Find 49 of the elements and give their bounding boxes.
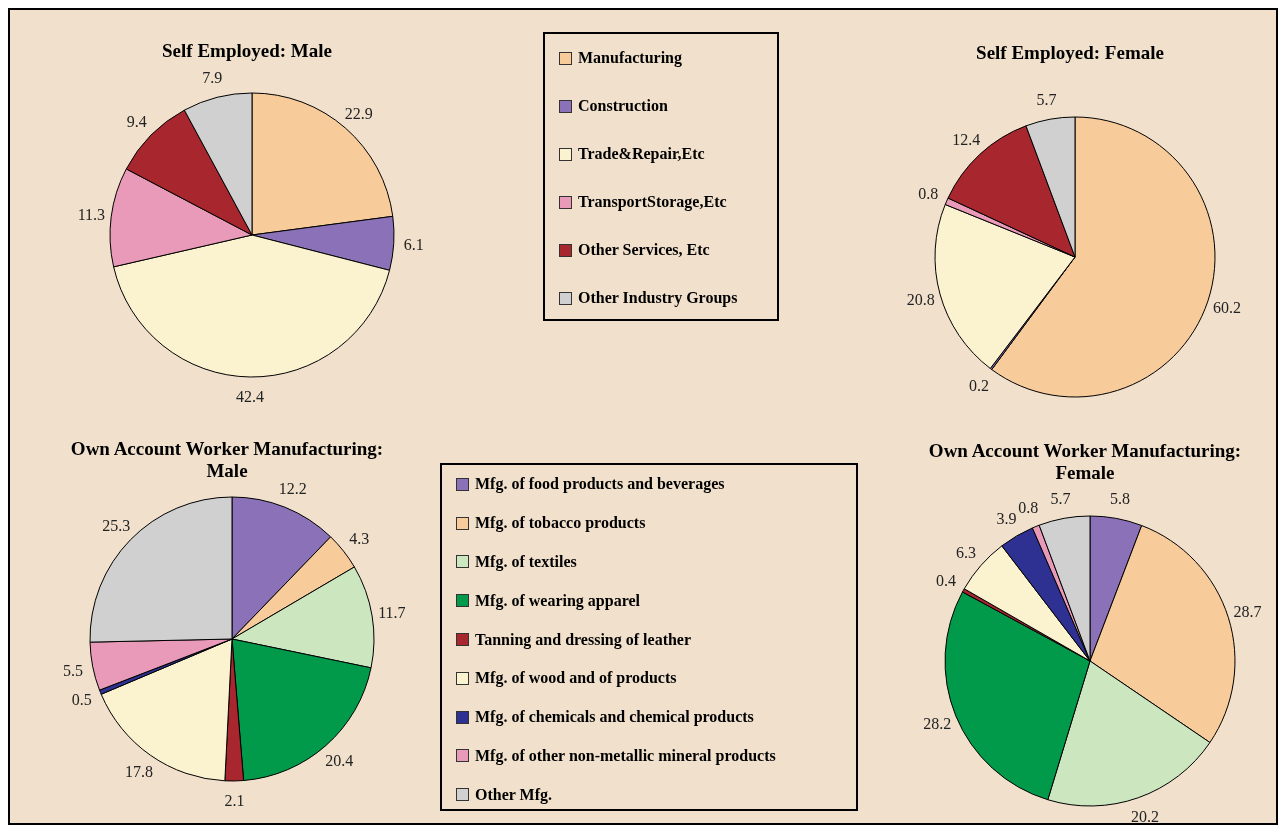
data-label: 9.4: [126, 112, 147, 130]
chart-title: Own Account Worker Manufacturing: Female: [927, 440, 1243, 484]
legend-label: Tanning and dressing of leather: [475, 630, 692, 649]
legend-label: Trade&Repair,Etc: [578, 145, 705, 163]
legend-label: Mfg. of textiles: [475, 552, 577, 571]
data-label: 20.4: [325, 751, 354, 769]
data-label: 11.3: [77, 205, 106, 223]
legend-label: Other Mfg.: [475, 785, 553, 804]
data-label: 28.2: [923, 715, 952, 733]
legend-label: Mfg. of chemicals and chemical products: [475, 708, 754, 727]
legend-label: Other Services, Etc: [578, 241, 710, 259]
legend-label: Manufacturing: [578, 49, 682, 67]
data-label: 4.3: [349, 530, 370, 548]
data-label: 0.8: [918, 184, 939, 202]
data-label: 22.9: [344, 104, 373, 122]
data-label: 6.3: [955, 543, 976, 561]
data-label: 42.4: [235, 388, 264, 406]
data-label: 12.4: [952, 131, 981, 149]
data-label: 0.5: [71, 691, 92, 709]
legend-label: Mfg. of tobacco products: [475, 514, 646, 533]
legend-label: Mfg. of other non-metallic mineral products: [475, 746, 776, 765]
data-label: 11.7: [378, 604, 406, 622]
legend-label: Mfg. of wearing apparel: [475, 591, 641, 610]
data-label: 0.8: [1018, 499, 1039, 517]
data-label: 5.5: [63, 661, 84, 679]
legend-label: Mfg. of wood and of products: [475, 669, 677, 688]
data-label: 2.1: [224, 792, 245, 810]
data-label: 28.7: [1233, 602, 1262, 620]
data-label: 20.2: [1130, 808, 1159, 826]
data-label: 0.4: [935, 572, 956, 590]
data-label: 7.9: [202, 69, 223, 87]
data-label: 60.2: [1212, 298, 1241, 316]
data-label: 25.3: [102, 517, 131, 535]
chart-title: Self Employed: Male: [161, 40, 333, 62]
data-label: 17.8: [125, 763, 154, 781]
data-label: 12.2: [278, 480, 307, 498]
chart-title: Self Employed: Female: [975, 42, 1165, 64]
chart-title: Own Account Worker Manufacturing: Male: [69, 438, 385, 482]
legend-label: Mfg. of food products and beverages: [475, 475, 725, 494]
legend-label: Construction: [578, 97, 668, 115]
data-label: 0.2: [969, 376, 990, 394]
data-label: 5.7: [1036, 91, 1057, 109]
data-label: 3.9: [996, 510, 1017, 528]
data-label: 5.8: [1109, 490, 1130, 508]
data-label: 6.1: [403, 236, 424, 254]
data-label: 5.7: [1050, 490, 1071, 508]
legend-label: TransportStorage,Etc: [578, 193, 727, 211]
legend-label: Other Industry Groups: [578, 289, 738, 307]
data-label: 20.8: [906, 290, 935, 308]
